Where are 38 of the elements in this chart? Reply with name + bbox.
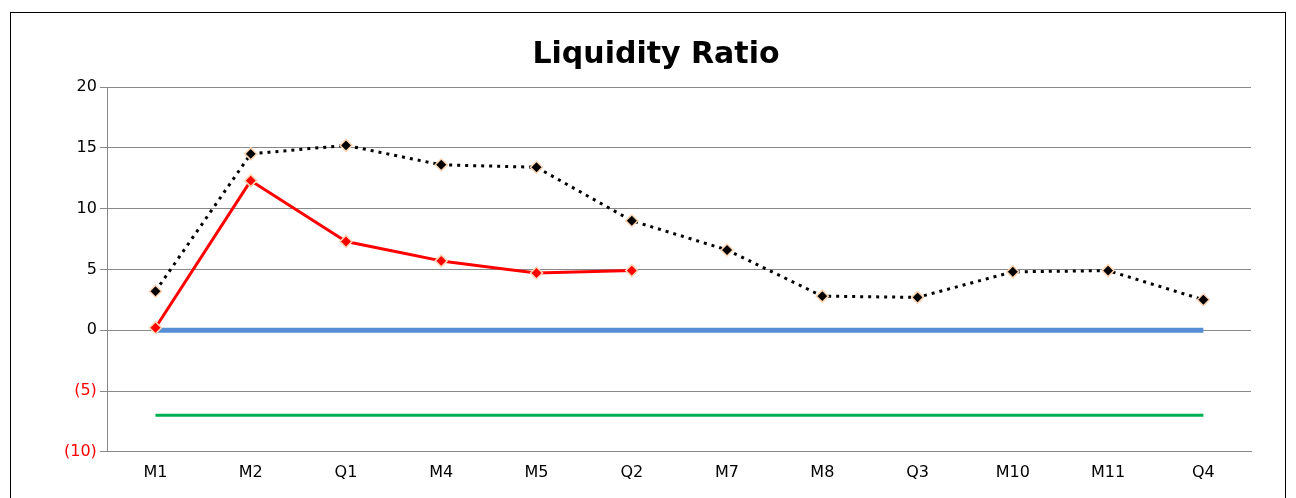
y-tick-label: 15 — [76, 136, 97, 156]
x-tick-label: Q1 — [334, 461, 358, 481]
chart-title: Liquidity Ratio — [532, 34, 780, 70]
point — [529, 266, 544, 280]
point — [910, 290, 925, 305]
point — [815, 289, 830, 303]
x-tick-label: M8 — [810, 461, 835, 481]
y-tick-label: 10 — [76, 197, 97, 217]
point — [529, 160, 544, 175]
point — [434, 158, 449, 172]
x-tick-label: M10 — [995, 461, 1030, 481]
y-tick-label: (10) — [64, 440, 97, 460]
point — [339, 138, 353, 153]
point — [148, 321, 163, 335]
point — [339, 234, 353, 249]
y-tick-label: (5) — [74, 380, 97, 400]
y-tick-label: 0 — [86, 319, 97, 339]
x-tick-label: M11 — [1091, 461, 1126, 481]
y-tick-label: 5 — [86, 258, 97, 278]
x-tick-label: Q3 — [906, 461, 929, 481]
point — [1196, 293, 1211, 307]
x-tick-label: M7 — [715, 461, 740, 481]
point — [1006, 265, 1020, 279]
y-tick-label: 20 — [76, 76, 97, 96]
point — [1101, 263, 1115, 278]
point — [625, 214, 639, 228]
x-tick-label: Q4 — [1191, 461, 1215, 481]
point — [148, 284, 163, 299]
x-tick-label: M4 — [429, 461, 454, 481]
point — [243, 147, 258, 161]
x-tick-label: M1 — [143, 461, 168, 481]
point — [243, 173, 258, 188]
point — [434, 254, 449, 268]
point — [720, 243, 734, 257]
x-tick-label: M2 — [238, 461, 263, 481]
point — [625, 263, 639, 278]
x-tick-label: M5 — [524, 461, 549, 481]
x-tick-label: Q2 — [620, 461, 644, 481]
